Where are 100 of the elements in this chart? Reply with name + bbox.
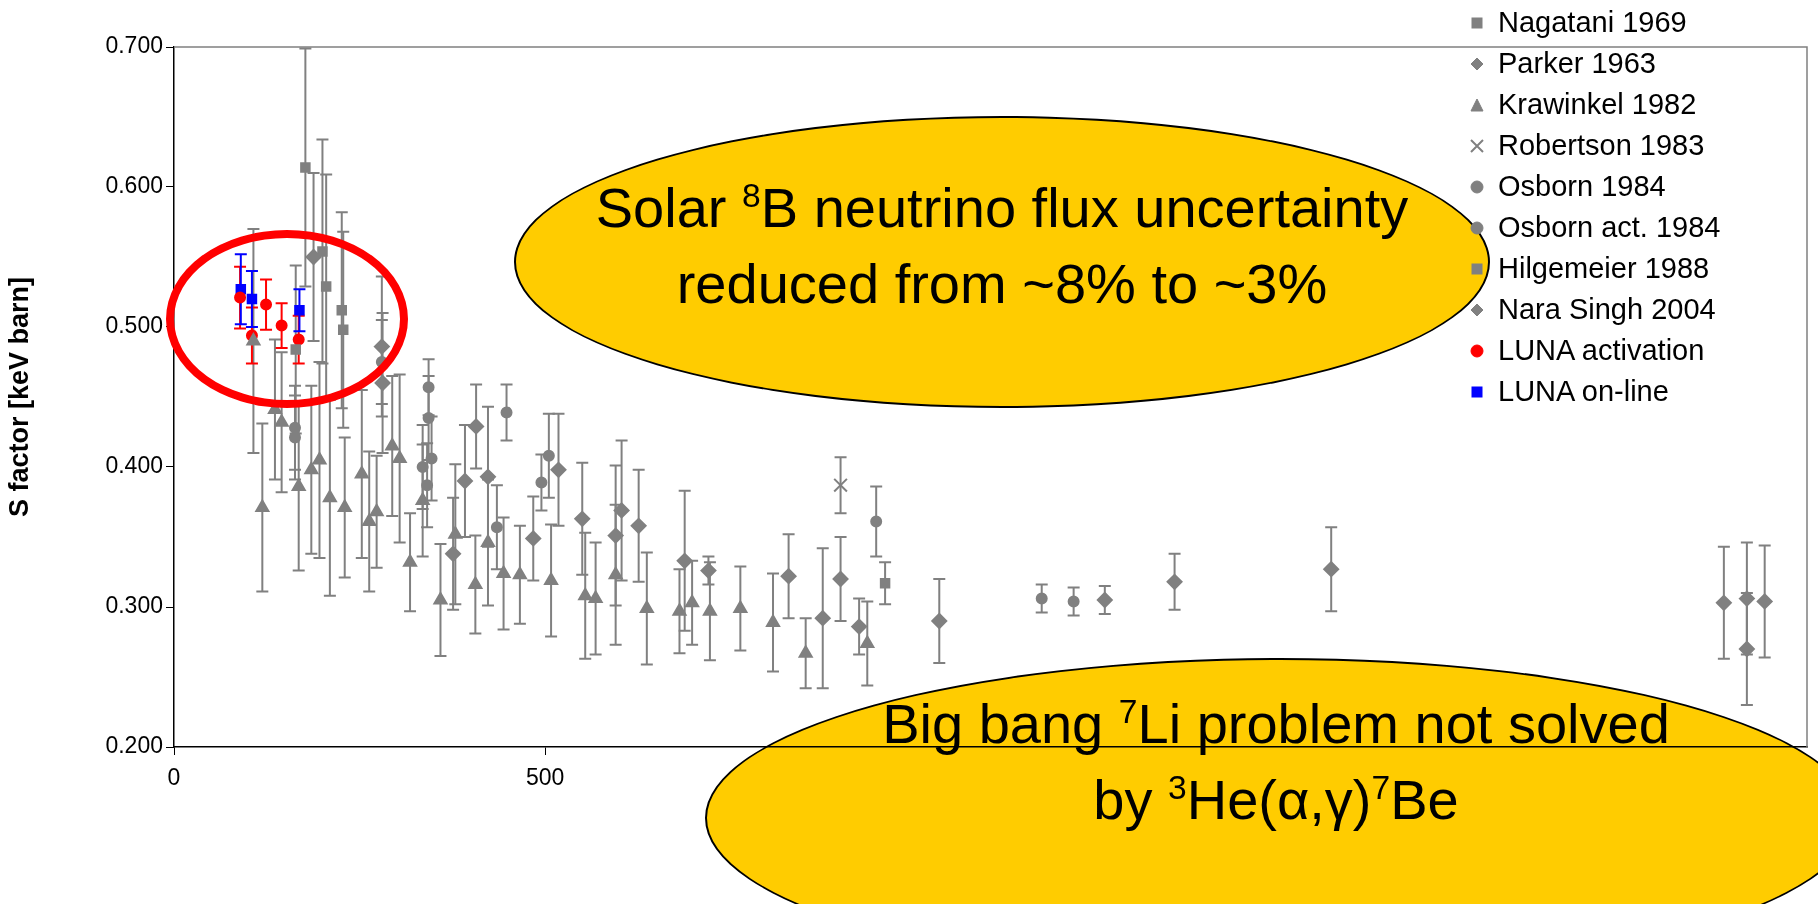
- point: [422, 381, 435, 394]
- point: [392, 450, 407, 464]
- point: [851, 618, 868, 635]
- point: [550, 461, 567, 478]
- point: [672, 603, 687, 616]
- point: [733, 600, 748, 613]
- point: [425, 452, 438, 465]
- point: [535, 476, 548, 489]
- point: [542, 449, 555, 462]
- point: [607, 527, 624, 544]
- point: [833, 477, 848, 493]
- point: [1715, 594, 1732, 611]
- point: [234, 291, 247, 304]
- point: [354, 466, 369, 479]
- point: [468, 418, 485, 435]
- point: [798, 645, 813, 658]
- point: [608, 566, 623, 580]
- point: [291, 478, 306, 492]
- point: [479, 468, 496, 485]
- point: [260, 298, 273, 311]
- y-tick-label: 0.400: [105, 452, 163, 479]
- legend-label: LUNA activation: [1498, 333, 1705, 368]
- point: [544, 572, 559, 585]
- point: [402, 554, 418, 567]
- point: [1166, 573, 1183, 590]
- annotation: Big bang $^{7}$Li problem not solved by $^{3}$He(α,γ)$^{7}$Be: [881, 691, 1671, 833]
- legend-label: Nagatani 1969: [1498, 5, 1687, 40]
- point: [362, 513, 377, 527]
- point: [421, 479, 434, 492]
- point: [292, 333, 305, 346]
- y-tick-label: 0.300: [105, 592, 163, 619]
- point: [700, 562, 717, 579]
- annotation: Solar $^{8}$B neutrino flux uncertainty reduced from ~8% to ~3%: [594, 175, 1410, 317]
- point: [456, 473, 473, 489]
- point: [512, 566, 527, 580]
- point: [433, 592, 448, 605]
- point: [1738, 641, 1755, 657]
- y-tick-label: 0.500: [105, 312, 163, 339]
- point: [422, 412, 435, 424]
- legend-label: Osborn 1984: [1498, 169, 1666, 204]
- point: [374, 375, 391, 391]
- legend-label: LUNA on-line: [1498, 374, 1669, 409]
- point: [574, 510, 591, 527]
- legend-label: Nara Singh 2004: [1498, 292, 1716, 327]
- point: [246, 293, 258, 305]
- legend-label: Hilgemeier 1988: [1498, 251, 1710, 286]
- point: [1738, 590, 1755, 607]
- point: [500, 406, 513, 419]
- y-tick-label: 0.200: [105, 732, 163, 759]
- point: [294, 304, 305, 316]
- point: [578, 587, 593, 601]
- point: [931, 613, 948, 629]
- point: [1756, 593, 1773, 610]
- point: [588, 590, 603, 604]
- point: [814, 610, 831, 627]
- point: [630, 517, 647, 534]
- point: [275, 319, 288, 332]
- point: [496, 565, 511, 578]
- point: [300, 162, 311, 173]
- legend-label: Parker 1963: [1498, 46, 1656, 81]
- y-axis-title: S factor [keV barn]: [3, 276, 34, 518]
- legend-label: Robertson 1983: [1498, 128, 1705, 163]
- point: [702, 603, 717, 616]
- point: [765, 614, 781, 627]
- legend-label: Osborn act. 1984: [1498, 210, 1721, 245]
- point: [860, 635, 875, 648]
- point: [274, 414, 289, 427]
- point: [322, 489, 337, 503]
- point: [676, 552, 693, 569]
- point: [385, 438, 400, 451]
- point: [445, 545, 462, 562]
- point: [415, 492, 430, 506]
- point: [613, 502, 630, 519]
- point: [448, 526, 463, 539]
- point: [832, 571, 849, 587]
- point: [288, 431, 301, 444]
- point: [373, 338, 390, 355]
- point: [317, 246, 328, 257]
- x-tick-label: 0: [167, 764, 181, 791]
- point: [337, 499, 352, 513]
- point: [336, 304, 347, 316]
- y-tick-label: 0.700: [105, 32, 163, 59]
- point: [468, 576, 483, 590]
- point: [1096, 592, 1113, 608]
- point: [369, 503, 384, 517]
- point: [870, 515, 883, 528]
- point: [685, 594, 700, 608]
- y-tick-label: 0.600: [105, 172, 163, 199]
- legend-label: Krawinkel 1982: [1498, 87, 1697, 122]
- point: [288, 421, 301, 434]
- point: [525, 530, 542, 547]
- point: [1067, 595, 1080, 608]
- point: [1323, 561, 1340, 578]
- point: [338, 324, 349, 336]
- point: [639, 600, 654, 613]
- point: [320, 281, 332, 292]
- point: [304, 461, 319, 475]
- point: [1035, 592, 1048, 605]
- point: [780, 568, 797, 585]
- point: [255, 499, 270, 513]
